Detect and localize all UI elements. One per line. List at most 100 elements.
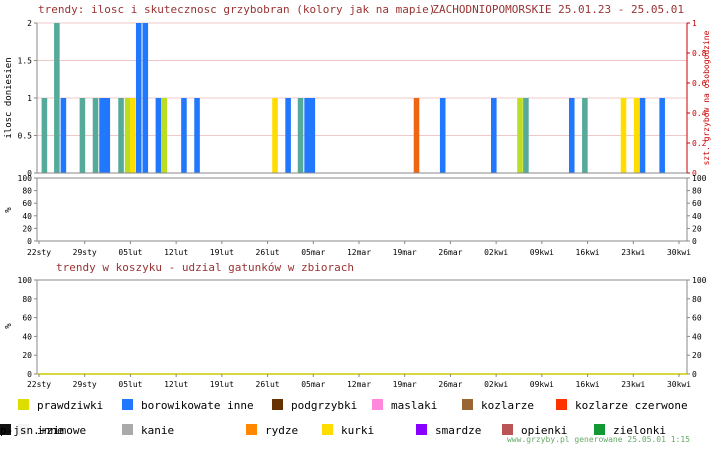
y-tick-label: 0	[27, 370, 32, 379]
legend-label: kozlarze czerwone	[575, 399, 688, 412]
legend-item: podgrzybki	[272, 399, 357, 412]
x-tick-label: 05mar	[301, 380, 325, 389]
bar	[413, 98, 420, 173]
legend-label: prawdziwki	[37, 399, 103, 412]
legend-swatch	[246, 424, 257, 435]
bar	[582, 98, 588, 173]
y-tick-label: 1	[27, 94, 32, 103]
y-tick-label: 0	[27, 237, 32, 246]
header-title: trendy: ilosc i skutecznosc grzybobran (…	[38, 3, 435, 16]
y-right-tick-label: 0.4	[692, 109, 707, 118]
bar	[60, 98, 67, 173]
x-tick-label: 19mar	[393, 380, 417, 389]
legend-swatch	[372, 399, 383, 410]
bar	[523, 98, 529, 173]
legend-label: zielonki	[613, 424, 666, 437]
x-tick-label: 23kwi	[621, 380, 645, 389]
x-tick-label: 12mar	[347, 248, 371, 257]
x-tick-label: 22sty	[27, 380, 51, 389]
x-tick-label: 05lut	[118, 248, 142, 257]
y-right-tick-label: 60	[692, 199, 702, 208]
legend-item: inne	[18, 424, 64, 437]
y-right-tick-label: 100	[692, 174, 707, 183]
y-tick-label: 80	[22, 295, 32, 304]
legend-swatch	[502, 424, 513, 435]
bottom-chart-title: trendy w koszyku - udzial gatunków w zbi…	[56, 261, 354, 274]
y-right-tick-label: 0.6	[692, 79, 707, 88]
y-right-tick-label: 0	[692, 237, 697, 246]
bar	[439, 98, 446, 173]
legend-item: maslaki	[372, 399, 437, 412]
bar	[124, 98, 131, 173]
top-ylabel-right: szt. grzybow na osobogodzine	[702, 30, 711, 165]
legend-label: kanie	[141, 424, 174, 437]
x-tick-label: 29sty	[73, 380, 97, 389]
x-tick-label: 26mar	[438, 248, 462, 257]
x-tick-label: 29sty	[73, 248, 97, 257]
bottom-chart: trendy w koszyku - udzial gatunków w zbi…	[4, 261, 707, 389]
legend-label: kozlarze	[481, 399, 534, 412]
x-tick-label: 12lut	[164, 380, 188, 389]
y-tick-label: 20	[22, 351, 32, 360]
bar	[659, 98, 665, 173]
bar	[297, 98, 304, 173]
legend-label: podgrzybki	[291, 399, 357, 412]
y-right-tick-label: 40	[692, 212, 702, 221]
legend-item: kurki	[322, 424, 374, 437]
legend-label: rydze	[265, 424, 298, 437]
legend-label: borowikowate inne	[141, 399, 254, 412]
legend-swatch	[18, 399, 29, 410]
legend: prawdziwki borowikowate inne podgrzybki mas…	[0, 399, 688, 437]
bottom-ylabel: %	[4, 323, 14, 329]
bar	[285, 98, 291, 173]
bar	[304, 98, 310, 173]
x-tick-label: 23kwi	[621, 248, 645, 257]
legend-item: kanie	[122, 424, 174, 437]
bar	[135, 23, 142, 173]
x-tick-label: 05mar	[301, 248, 325, 257]
bar	[309, 98, 316, 173]
legend-label: smardze	[435, 424, 481, 437]
header-region-dates: ZACHODNIOPOMORSKIE 25.01.23 - 25.05.01	[432, 3, 684, 16]
x-tick-label: 09kwi	[530, 380, 554, 389]
y-tick-label: 40	[22, 212, 32, 221]
bar	[194, 98, 200, 173]
x-tick-label: 26lut	[256, 380, 280, 389]
bar	[41, 98, 48, 173]
bar	[568, 98, 575, 173]
y-right-tick-label: 0	[692, 370, 697, 379]
x-tick-label: 26lut	[256, 248, 280, 257]
bar	[104, 98, 111, 173]
x-tick-label: 09kwi	[530, 248, 554, 257]
bar	[620, 98, 627, 173]
x-tick-label: 19lut	[210, 380, 234, 389]
legend-item: rydze	[246, 424, 298, 437]
x-tick-label: 16kwi	[576, 248, 600, 257]
x-tick-label: 05lut	[118, 380, 142, 389]
legend-label: p-jsn.+zimowe	[0, 424, 86, 437]
y-right-tick-label: 80	[692, 295, 702, 304]
legend-item: kozlarze	[462, 399, 534, 412]
x-tick-label: 22sty	[27, 248, 51, 257]
legend-swatch	[594, 424, 605, 435]
bar	[130, 98, 136, 173]
x-tick-label: 12mar	[347, 380, 371, 389]
y-tick-label: 60	[22, 199, 32, 208]
legend-swatch	[122, 424, 133, 435]
footer-credit: www.grzyby.pl generowane 25.05.01 1:15	[507, 435, 690, 444]
y-right-tick-label: 20	[692, 351, 702, 360]
y-right-tick-label: 0.8	[692, 49, 707, 58]
bar	[633, 98, 640, 173]
legend-item: zielonki	[594, 424, 666, 437]
y-right-tick-label: 1	[692, 19, 697, 28]
x-tick-label: 02kwi	[484, 380, 508, 389]
legend-label: opienki	[521, 424, 567, 437]
bar	[272, 98, 278, 173]
bar	[639, 98, 646, 173]
middle-chart: 0 0 20 20 40 40 60 60 80 80 100 100 22sty 29sty 05lut…	[4, 174, 707, 257]
legend-item: borowikowate inne	[122, 399, 254, 412]
legend-swatch	[462, 399, 473, 410]
y-right-tick-label: 40	[692, 332, 702, 341]
legend-item: kozlarze czerwone	[556, 399, 688, 412]
y-tick-label: 100	[18, 174, 33, 183]
